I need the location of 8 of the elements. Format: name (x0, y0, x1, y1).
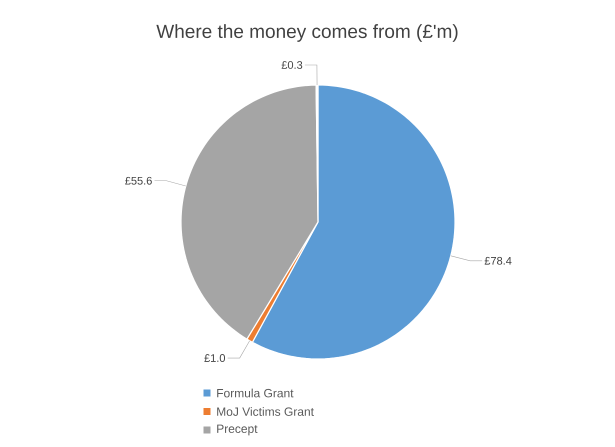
legend-label: Formula Grant (217, 388, 294, 398)
legend-label: Precept (217, 424, 258, 436)
legend-label: MoJ Victims Grant (217, 407, 314, 416)
data-label: £0.3 (282, 61, 302, 69)
chart-title: Where the money comes from (£'m) (156, 24, 458, 42)
data-label: £78.4 (484, 256, 512, 265)
data-label: £1.0 (204, 354, 226, 362)
data-label: £55.6 (125, 176, 152, 185)
